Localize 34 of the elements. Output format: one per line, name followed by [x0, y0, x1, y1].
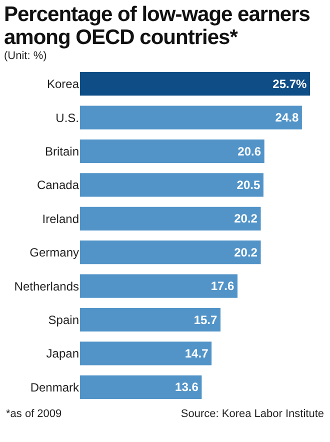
data-label: 13.6: [175, 380, 199, 394]
text: *as of 2009: [6, 408, 62, 420]
chart-subtitle: (Unit: %): [3, 49, 48, 63]
y-tick-label: Germany: [30, 246, 79, 260]
y-tick-label: Denmark: [30, 380, 80, 394]
data-label: 14.7: [184, 346, 209, 360]
bar: [80, 342, 212, 366]
data-label: 20.6: [238, 144, 262, 158]
data-label: 20.5: [236, 178, 260, 192]
source-note: Source: Korea Labor Institute: [180, 408, 324, 420]
y-tick-label: Canada: [36, 178, 80, 192]
y-tick-label: Netherlands: [14, 279, 79, 294]
y-tick-label: Japan: [46, 346, 79, 361]
bar: [80, 240, 261, 264]
bar: [80, 106, 302, 130]
bar: [80, 274, 238, 298]
y-tick-label: U.S.: [56, 110, 79, 125]
bar: [80, 206, 261, 230]
bar: [80, 72, 310, 96]
chart-title: Percentage of low-wage earners among OECD countries*: [3, 2, 311, 49]
data-label: 20.2: [234, 245, 258, 260]
y-tick-label: Korea: [46, 77, 80, 92]
bar: [80, 173, 264, 197]
data-label: 17.6: [210, 279, 235, 294]
bar: [80, 139, 264, 164]
data-label: 15.7: [194, 312, 218, 327]
data-label: 25.7%: [272, 76, 307, 91]
y-tick-label: Britain: [44, 144, 79, 158]
data-label: 24.8: [275, 110, 299, 125]
bar: [80, 375, 202, 399]
y-tick-label: Spain: [48, 312, 79, 327]
y-tick-label: Ireland: [42, 212, 79, 226]
data-label: 20.2: [234, 212, 258, 226]
bar: [80, 308, 221, 332]
